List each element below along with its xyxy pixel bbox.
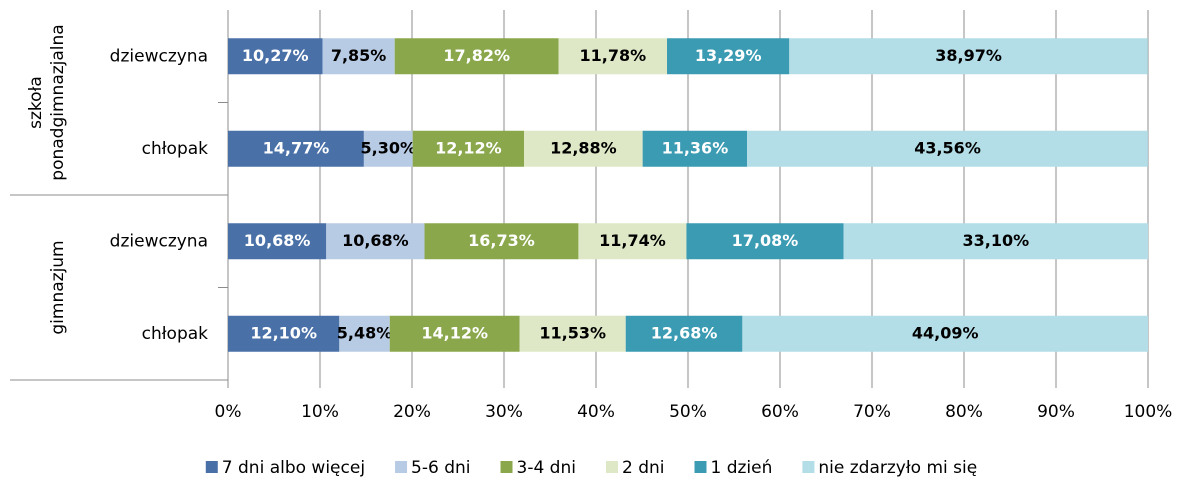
data-label: 43,56%: [914, 138, 981, 157]
y-tick-label: dziewczyna: [110, 231, 208, 251]
legend-label: 7 dni albo więcej: [222, 458, 365, 478]
bar-segment: [625, 315, 743, 352]
legend-swatch: [500, 461, 513, 473]
data-label: 10,68%: [244, 231, 311, 250]
data-label: 44,09%: [912, 323, 979, 342]
legend-swatch: [205, 461, 218, 473]
bar-segment: [228, 38, 323, 75]
bar-segment: [519, 315, 626, 352]
legend-swatch: [802, 461, 815, 473]
group-label: gimnazjum: [48, 240, 68, 334]
bar-segment: [524, 130, 643, 167]
data-label: 5,30%: [361, 138, 417, 157]
x-tick-label: 100%: [1124, 402, 1173, 422]
data-label: 12,68%: [651, 323, 718, 342]
bar-segment: [228, 130, 364, 167]
bar-segment: [789, 38, 1148, 75]
bar-segment: [642, 130, 748, 167]
data-label: 14,12%: [421, 323, 488, 342]
bar-segment: [742, 315, 1148, 352]
bar-segment: [394, 38, 559, 75]
legend-label: nie zdarzyło mi się: [818, 458, 977, 478]
legend-label: 3-4 dni: [517, 458, 576, 478]
data-label: 17,08%: [732, 231, 799, 250]
x-tick-label: 90%: [1037, 402, 1075, 422]
data-label: 38,97%: [935, 46, 1002, 65]
data-label: 13,29%: [695, 46, 762, 65]
x-tick-label: 80%: [945, 402, 983, 422]
bar-segment: [578, 223, 687, 260]
data-label: 11,36%: [662, 138, 729, 157]
data-label: 12,10%: [250, 323, 317, 342]
data-label: 14,77%: [263, 138, 330, 157]
data-label: 11,78%: [580, 46, 647, 65]
data-label: 11,53%: [539, 323, 606, 342]
x-tick-label: 0%: [215, 402, 242, 422]
x-tick-label: 10%: [301, 402, 339, 422]
group-label: ponadgimnazjalna: [48, 24, 68, 180]
data-label: 5,48%: [337, 323, 393, 342]
bar-segment: [843, 223, 1149, 260]
legend-label: 2 dni: [622, 458, 665, 478]
y-tick-label: dziewczyna: [110, 46, 208, 66]
x-tick-label: 40%: [577, 402, 615, 422]
data-label: 7,85%: [331, 46, 387, 65]
legend-label: 5-6 dni: [411, 458, 470, 478]
bar-segment: [412, 130, 525, 167]
x-tick-label: 20%: [393, 402, 431, 422]
bar-segment: [558, 38, 668, 75]
x-tick-label: 50%: [669, 402, 707, 422]
bar-segment: [326, 223, 425, 260]
data-label: 16,73%: [468, 231, 535, 250]
legend-swatch: [395, 461, 408, 473]
data-label: 11,74%: [599, 231, 666, 250]
data-label: 10,27%: [242, 46, 309, 65]
data-label: 33,10%: [963, 231, 1030, 250]
legend-swatch: [694, 461, 707, 473]
x-tick-label: 60%: [761, 402, 799, 422]
bar-segment: [228, 223, 327, 260]
data-label: 12,12%: [435, 138, 502, 157]
bar-segment: [389, 315, 520, 352]
bar-segment: [747, 130, 1148, 167]
y-tick-label: chłopak: [142, 324, 209, 344]
bar-segment: [339, 315, 390, 352]
bar-segment: [322, 38, 395, 75]
bar-segment: [667, 38, 790, 75]
x-tick-label: 30%: [485, 402, 523, 422]
y-tick-label: chłopak: [142, 139, 209, 159]
legend-label: 1 dzień: [711, 458, 773, 478]
bar-segment: [686, 223, 844, 260]
group-label: szkoła: [26, 76, 46, 129]
bar-segment: [424, 223, 579, 260]
bar-segment: [228, 315, 340, 352]
x-tick-label: 70%: [853, 402, 891, 422]
data-label: 12,88%: [550, 138, 617, 157]
data-label: 17,82%: [443, 46, 510, 65]
legend-swatch: [605, 461, 618, 473]
bar-segment: [363, 130, 413, 167]
data-label: 10,68%: [342, 231, 409, 250]
